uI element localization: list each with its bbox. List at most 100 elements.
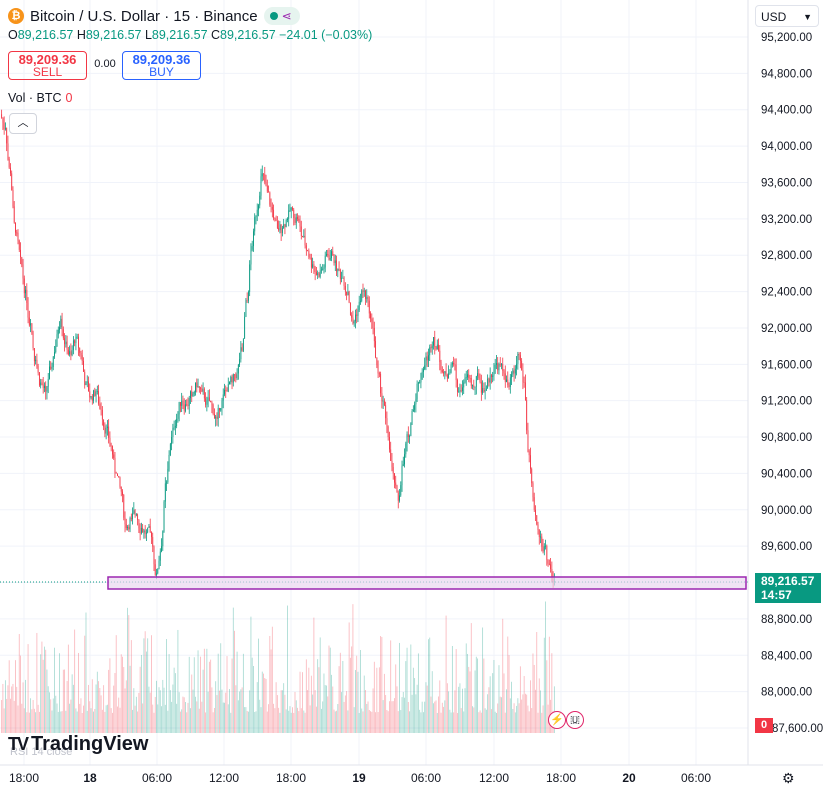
- volume-bar: [263, 673, 264, 733]
- volume-bar: [251, 657, 253, 733]
- symbol-header[interactable]: ₿ Bitcoin / U.S. Dollar · 15 · Binance ⋖: [8, 6, 300, 26]
- volume-bar: [429, 637, 431, 733]
- candle-body: [62, 329, 64, 339]
- volume-bar: [65, 710, 67, 733]
- volume-bar: [130, 640, 132, 733]
- candle-body: [156, 573, 157, 575]
- symbol-title[interactable]: Bitcoin / U.S. Dollar · 15 · Binance: [30, 7, 258, 25]
- candle-body: [203, 389, 205, 399]
- share-icon[interactable]: ⋖: [281, 9, 292, 23]
- price-tick-label: 88,800.00: [761, 614, 812, 626]
- volume-bar: [212, 712, 214, 733]
- candle-body: [164, 483, 166, 502]
- candle-body: [409, 436, 411, 438]
- candle-body: [241, 347, 243, 351]
- volume-bar: [507, 636, 509, 733]
- candle-body: [274, 218, 276, 220]
- volume-bar: [503, 673, 505, 733]
- candle-body: [178, 402, 180, 415]
- volume-bar: [37, 704, 39, 733]
- candle-body: [59, 327, 60, 330]
- volume-bar: [428, 639, 429, 733]
- market-status-pill[interactable]: ⋖: [263, 7, 300, 25]
- volume-bar: [18, 634, 20, 733]
- buy-label: BUY: [149, 65, 174, 79]
- candle-body: [163, 501, 165, 532]
- volume-bar: [215, 681, 217, 733]
- volume-bar: [287, 605, 288, 733]
- candle-body: [15, 222, 16, 233]
- volume-bar: [30, 698, 32, 733]
- volume-bar: [310, 675, 312, 733]
- volume-bar: [196, 701, 198, 733]
- collapse-legend-button[interactable]: ︿: [9, 113, 37, 134]
- candle-body: [49, 366, 50, 380]
- volume-bar: [16, 686, 18, 733]
- candle-body: [106, 426, 108, 428]
- lightning-event-icon[interactable]: ⚡: [548, 711, 566, 729]
- candle-body: [530, 455, 531, 469]
- volume-bar: [513, 703, 515, 733]
- volume-bar: [545, 601, 546, 733]
- candle-body: [247, 291, 249, 301]
- volume-bar: [115, 635, 117, 733]
- volume-bar: [12, 683, 14, 733]
- volume-bar: [358, 712, 360, 733]
- candle-body: [167, 468, 169, 483]
- candle-body: [159, 551, 161, 561]
- candle-body: [392, 467, 394, 474]
- volume-bar: [489, 676, 491, 733]
- buy-button[interactable]: 89,209.36 BUY: [122, 51, 201, 80]
- volume-bar: [497, 703, 499, 733]
- candle-body: [7, 143, 9, 160]
- sell-button[interactable]: 89,209.36 SELL: [8, 51, 87, 80]
- volume-bar: [434, 701, 436, 733]
- us-flag-event-icon[interactable]: 🇺: [566, 711, 584, 729]
- candle-body: [399, 495, 400, 501]
- candle-body: [196, 382, 198, 388]
- volume-bar: [285, 709, 287, 733]
- volume-bar: [468, 666, 470, 733]
- volume-legend[interactable]: Vol · BTC 0: [8, 91, 72, 105]
- candle-body: [377, 365, 379, 374]
- volume-bar: [366, 703, 368, 733]
- volume-bar: [474, 670, 476, 733]
- volume-bar: [222, 702, 224, 733]
- tradingview-logo[interactable]: TV TradingView: [8, 733, 148, 756]
- candle-body: [122, 491, 123, 495]
- volume-bar: [171, 701, 173, 733]
- volume-bar: [387, 711, 389, 733]
- candle-body: [387, 426, 389, 438]
- volume-bar: [242, 653, 244, 733]
- candle-body: [105, 427, 107, 434]
- candle-body: [201, 388, 203, 392]
- volume-bar: [435, 700, 437, 733]
- volume-bar: [140, 654, 142, 733]
- volume-bar: [454, 690, 456, 733]
- currency-select[interactable]: USD ▼: [755, 5, 819, 27]
- volume-bar: [51, 710, 53, 733]
- candle-body: [177, 414, 179, 419]
- event-markers[interactable]: ⚡ 🇺: [548, 711, 584, 729]
- gear-icon[interactable]: ⚙: [782, 770, 795, 786]
- volume-bar: [421, 701, 423, 733]
- candle-body: [415, 398, 417, 405]
- candle-body: [255, 215, 257, 218]
- volume-bar: [321, 708, 322, 733]
- volume-bar: [208, 661, 210, 733]
- candle-body: [172, 427, 174, 438]
- volume-bar: [162, 679, 164, 733]
- volume-bar: [132, 709, 134, 733]
- candle-body: [81, 355, 83, 361]
- volume-bar: [183, 697, 185, 733]
- volume-bar: [430, 696, 432, 733]
- volume-bar: [365, 690, 366, 733]
- candle-body: [33, 348, 35, 362]
- candle-body: [439, 350, 441, 363]
- candle-body: [213, 414, 215, 419]
- volume-bar: [304, 712, 306, 733]
- volume-bar: [436, 712, 438, 733]
- candle-body: [493, 368, 495, 376]
- price-tick-label: 90,400.00: [761, 468, 812, 480]
